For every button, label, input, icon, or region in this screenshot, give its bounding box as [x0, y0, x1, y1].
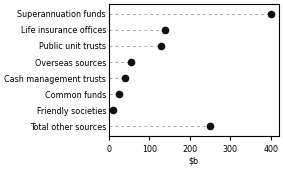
- X-axis label: $b: $b: [189, 157, 199, 166]
